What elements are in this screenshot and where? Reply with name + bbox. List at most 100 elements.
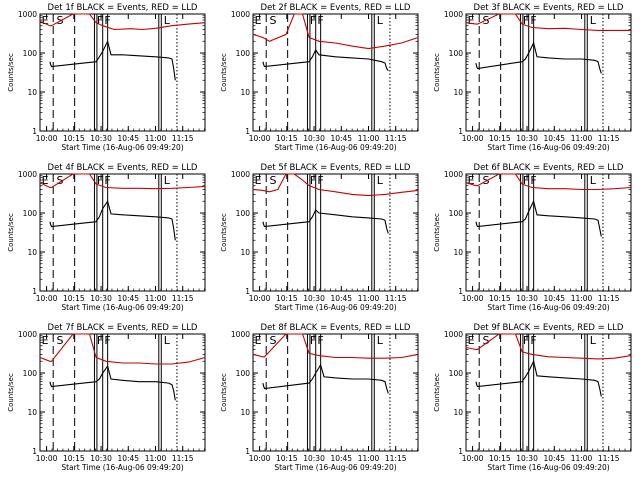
- y-tick-label: 100: [23, 49, 38, 58]
- chart-title: Det 2f BLACK = Events, RED = LLD: [261, 3, 411, 13]
- x-tick-label: 11:15: [385, 454, 407, 463]
- x-tick-label: 10:00: [36, 134, 58, 143]
- x-tick-label: 11:15: [598, 454, 620, 463]
- y-tick-label: 1: [245, 447, 250, 456]
- x-tick-label: 10:30: [303, 294, 325, 303]
- marker-letter: E: [255, 334, 262, 347]
- x-tick-label: 10:15: [63, 134, 85, 143]
- marker-letter: E: [255, 14, 262, 27]
- series-line: [475, 359, 602, 397]
- y-tick-label: 1000: [231, 170, 250, 179]
- x-tick-label: 10:00: [462, 294, 484, 303]
- y-tick-label: 10: [240, 248, 250, 257]
- chart-title: Det 7f BLACK = Events, RED = LLD: [48, 323, 198, 333]
- marker-letter: L: [164, 334, 171, 347]
- marker-letter: F: [530, 14, 536, 27]
- x-tick-label: 10:15: [489, 294, 511, 303]
- y-tick-label: 100: [449, 369, 464, 378]
- marker-letter: F: [530, 174, 536, 187]
- chart-title: Det 5f BLACK = Events, RED = LLD: [261, 163, 411, 173]
- y-axis-label: Counts/sec: [220, 213, 228, 252]
- series-line: [39, 173, 206, 190]
- x-tick-label: 11:00: [358, 294, 380, 303]
- plot-frame: [465, 173, 632, 292]
- marker-letter: L: [590, 174, 597, 187]
- y-tick-label: 100: [236, 209, 251, 218]
- y-tick-label: 1000: [18, 330, 37, 339]
- series-line: [262, 363, 389, 394]
- series-line: [475, 199, 602, 237]
- series-line: [465, 173, 632, 191]
- x-tick-label: 11:00: [145, 294, 167, 303]
- x-tick-label: 11:00: [571, 294, 593, 303]
- x-tick-label: 10:45: [117, 134, 139, 143]
- y-tick-label: 10: [27, 88, 37, 97]
- y-tick-label: 10: [453, 408, 463, 417]
- marker-letter: F: [530, 334, 536, 347]
- plot-frame: [465, 333, 632, 452]
- y-tick-label: 1: [245, 287, 250, 296]
- marker-letter: S: [57, 174, 64, 187]
- plot-frame: [39, 173, 206, 292]
- marker-letter: F: [104, 14, 110, 27]
- x-axis-label: Start Time (16-Aug-06 09:49:20): [61, 303, 183, 312]
- y-axis-label: Counts/sec: [433, 53, 441, 92]
- marker-letter: E: [468, 14, 475, 27]
- plot-frame: [39, 13, 206, 132]
- y-tick-label: 100: [449, 209, 464, 218]
- chart-panel: Det 5f BLACK = Events, RED = LLD 1 10 100 10…: [220, 163, 419, 312]
- x-tick-label: 10:45: [543, 134, 565, 143]
- y-tick-label: 10: [240, 408, 250, 417]
- plot-frame: [252, 333, 419, 452]
- series-line: [262, 48, 389, 72]
- x-tick-label: 11:15: [385, 294, 407, 303]
- marker-letter: F: [523, 334, 529, 347]
- y-tick-label: 1: [458, 287, 463, 296]
- marker-letter: E: [42, 174, 49, 187]
- y-axis-label: Counts/sec: [220, 53, 228, 92]
- x-tick-label: 10:15: [276, 454, 298, 463]
- marker-letter: L: [377, 174, 384, 187]
- marker-letter: F: [104, 174, 110, 187]
- x-tick-label: 10:00: [462, 454, 484, 463]
- x-tick-label: 10:45: [330, 294, 352, 303]
- chart-panel: Det 7f BLACK = Events, RED = LLD 1 10 100 10…: [7, 323, 206, 472]
- x-tick-label: 11:15: [598, 294, 620, 303]
- x-tick-label: 10:30: [90, 294, 112, 303]
- y-tick-label: 1: [458, 447, 463, 456]
- x-tick-label: 10:15: [489, 454, 511, 463]
- marker-letter: E: [468, 334, 475, 347]
- series-line: [475, 41, 602, 74]
- chart-title: Det 8f BLACK = Events, RED = LLD: [261, 323, 411, 333]
- chart-title: Det 3f BLACK = Events, RED = LLD: [474, 3, 624, 13]
- marker-letter: F: [310, 174, 316, 187]
- series-line: [49, 39, 176, 81]
- series-line: [252, 333, 419, 359]
- marker-letter: L: [164, 174, 171, 187]
- x-tick-label: 10:30: [516, 454, 538, 463]
- y-tick-label: 10: [240, 88, 250, 97]
- y-tick-label: 1000: [18, 10, 37, 19]
- x-tick-label: 11:15: [172, 454, 194, 463]
- y-tick-label: 100: [23, 369, 38, 378]
- y-tick-label: 100: [236, 49, 251, 58]
- x-axis-label: Start Time (16-Aug-06 09:49:20): [487, 143, 609, 152]
- x-tick-label: 10:00: [249, 454, 271, 463]
- chart-panel: Det 6f BLACK = Events, RED = LLD 1 10 100 10…: [433, 163, 632, 312]
- chart-title: Det 9f BLACK = Events, RED = LLD: [474, 323, 624, 333]
- x-tick-label: 11:00: [145, 454, 167, 463]
- y-axis-label: Counts/sec: [433, 373, 441, 412]
- x-tick-label: 10:45: [543, 294, 565, 303]
- y-tick-label: 1000: [18, 170, 37, 179]
- marker-letter: S: [57, 334, 64, 347]
- x-tick-label: 11:00: [571, 134, 593, 143]
- x-tick-label: 11:15: [172, 134, 194, 143]
- y-tick-label: 100: [236, 369, 251, 378]
- marker-letter: L: [164, 14, 171, 27]
- y-tick-label: 1000: [444, 330, 463, 339]
- marker-letter: F: [317, 174, 323, 187]
- plot-frame: [39, 333, 206, 452]
- marker-letter: L: [590, 14, 597, 27]
- y-tick-label: 1000: [231, 10, 250, 19]
